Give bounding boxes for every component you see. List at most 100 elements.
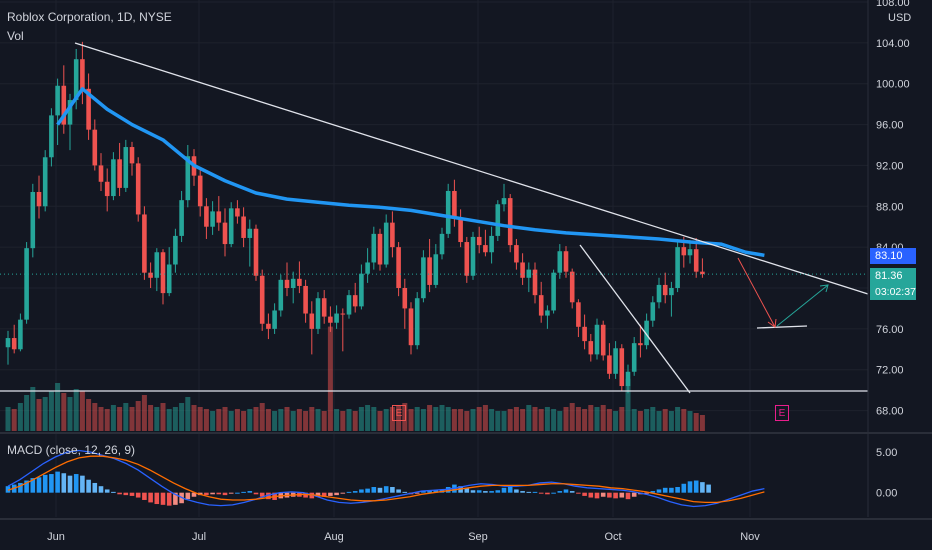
time-axis[interactable]: Jun Jul Aug Sep Oct Nov — [47, 531, 760, 543]
macd-histogram-bar — [204, 492, 209, 496]
candle-body — [421, 257, 426, 299]
volume-bar — [526, 405, 532, 431]
macd-histogram-bar — [334, 492, 339, 496]
volume-bar — [544, 407, 550, 431]
volume-bar — [92, 403, 98, 431]
candle-body — [483, 245, 488, 253]
candle-body — [185, 156, 191, 201]
volume-bar — [352, 411, 358, 431]
macd-histogram-bar — [148, 492, 153, 503]
macd-histogram-bar — [681, 483, 687, 493]
candle-body — [241, 216, 246, 238]
volume-bar — [36, 399, 42, 431]
volume-bar — [507, 409, 513, 431]
macd-histogram-bar — [625, 492, 631, 500]
volume-bar — [458, 409, 464, 431]
macd-histogram-bar — [700, 482, 705, 493]
macd-histogram-bar — [191, 492, 197, 497]
candle-body — [18, 319, 23, 350]
time-tick-label: Nov — [740, 531, 760, 543]
arrow-head — [767, 318, 777, 328]
volume-bar — [191, 405, 197, 431]
volume-bar — [241, 411, 247, 431]
macd-histogram-bar — [377, 487, 383, 493]
candle-body — [650, 302, 656, 321]
candle-body — [210, 211, 215, 227]
volume-bar — [166, 409, 172, 431]
volume-bar — [420, 409, 426, 431]
volume-bar — [148, 405, 154, 431]
candle-body — [582, 326, 587, 342]
volume-legend[interactable]: Vol — [7, 29, 24, 43]
candle-body — [179, 200, 184, 236]
candle-body — [49, 115, 54, 158]
macd-histogram-bar — [489, 491, 494, 493]
macd-histogram-bar — [321, 492, 327, 497]
volume-bar — [470, 409, 476, 431]
candle-body — [235, 208, 240, 217]
pane-divider[interactable] — [0, 432, 932, 434]
candle-body — [377, 233, 383, 265]
volume-bar — [104, 409, 110, 431]
volume-bar — [631, 409, 637, 431]
candle-body — [111, 159, 116, 197]
macd-histogram-bar — [656, 489, 662, 493]
candle-body — [309, 313, 315, 329]
macd-histogram-bar — [563, 489, 569, 493]
candle-body — [532, 269, 538, 296]
candle-body — [123, 147, 129, 188]
candle-body — [148, 272, 153, 278]
volume-bar — [98, 407, 104, 431]
volume-bar — [693, 413, 699, 431]
candle-body — [675, 247, 680, 288]
macd-histogram-bar — [328, 492, 333, 496]
candle-body — [607, 355, 612, 374]
candle-body — [693, 249, 699, 272]
candle-body — [321, 298, 327, 317]
macd-histogram-bar — [142, 492, 147, 500]
candle-body — [278, 279, 284, 311]
volume-bar — [433, 407, 439, 431]
volume-bar — [129, 407, 135, 431]
volume-bar — [160, 403, 166, 431]
symbol-title[interactable]: Roblox Corporation, 1D, NYSE — [7, 10, 172, 24]
macd-histogram-bar — [247, 491, 253, 493]
candle-body — [625, 371, 631, 387]
macd-histogram-bar — [86, 479, 91, 493]
macd-histogram-bar — [526, 491, 532, 493]
volume-bar — [30, 387, 36, 431]
macd-histogram-bar — [352, 491, 358, 493]
macd-histogram-bar — [55, 471, 60, 493]
macd-histogram-bar — [607, 492, 612, 498]
macd-histogram-bar — [396, 489, 401, 493]
price-tick-label: 100.00 — [876, 79, 910, 91]
volume-bar — [396, 405, 402, 431]
macd-histogram-bar — [173, 492, 178, 505]
macd-histogram-bar — [166, 492, 172, 506]
macd-histogram-bar — [36, 477, 42, 493]
earnings-marker-upcoming[interactable]: E — [775, 405, 789, 421]
volume-bar — [222, 407, 228, 431]
moving-average — [56, 87, 765, 258]
volume-bar — [24, 395, 30, 431]
volume-bar — [538, 409, 544, 431]
candle-body — [551, 272, 556, 311]
macd-histogram-bar — [538, 492, 544, 494]
candle-body — [73, 59, 79, 101]
candle-body — [414, 298, 420, 346]
volume-bar — [625, 378, 631, 431]
earnings-marker[interactable]: E — [392, 405, 406, 421]
macd-legend[interactable]: MACD (close, 12, 26, 9) — [7, 443, 136, 457]
candle-body — [408, 308, 414, 346]
volume-bar — [67, 397, 73, 431]
macd-histogram-bar — [346, 491, 352, 493]
volume-bar — [154, 407, 160, 431]
time-tick-label: Aug — [324, 531, 344, 543]
volume-bar — [117, 407, 123, 431]
macd-histogram-bar — [650, 491, 656, 493]
last-price-tag: 81.36 — [870, 268, 916, 284]
candle-body — [669, 288, 674, 296]
candle-body — [520, 262, 525, 278]
volume-bar — [135, 401, 141, 431]
